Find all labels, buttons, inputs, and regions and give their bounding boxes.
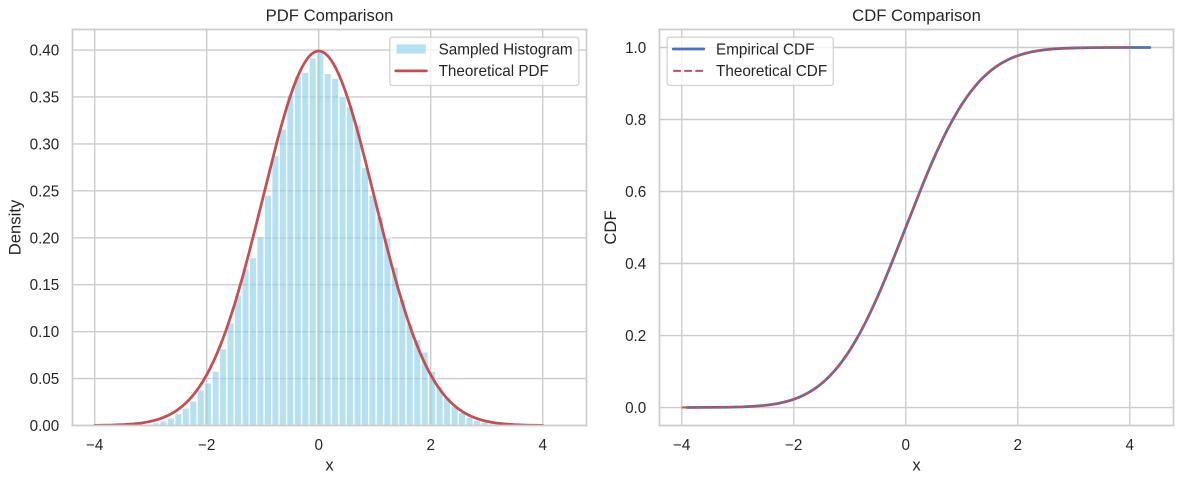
svg-text:x: x — [912, 456, 921, 475]
svg-text:0.05: 0.05 — [30, 371, 60, 388]
svg-text:2: 2 — [1013, 437, 1022, 454]
svg-text:0.25: 0.25 — [30, 183, 60, 200]
svg-text:−2: −2 — [785, 437, 802, 454]
svg-text:0.30: 0.30 — [30, 136, 60, 153]
svg-text:0.10: 0.10 — [30, 324, 60, 341]
svg-text:−4: −4 — [86, 437, 104, 454]
svg-text:0.8: 0.8 — [625, 112, 646, 129]
svg-text:0.40: 0.40 — [30, 43, 60, 60]
svg-text:0.15: 0.15 — [30, 277, 60, 294]
svg-text:0: 0 — [314, 437, 323, 454]
svg-text:Theoretical CDF: Theoretical CDF — [716, 63, 827, 80]
svg-text:Density: Density — [6, 199, 25, 255]
svg-text:−4: −4 — [673, 437, 691, 454]
svg-text:x: x — [325, 456, 334, 475]
svg-text:0.20: 0.20 — [30, 230, 60, 247]
svg-text:2: 2 — [426, 437, 435, 454]
svg-text:0.4: 0.4 — [625, 256, 647, 273]
svg-text:0.00: 0.00 — [30, 418, 60, 435]
svg-text:0.0: 0.0 — [625, 400, 646, 417]
svg-text:0.2: 0.2 — [625, 328, 646, 345]
svg-text:4: 4 — [538, 437, 547, 454]
svg-text:0: 0 — [901, 437, 910, 454]
svg-text:4: 4 — [1125, 437, 1134, 454]
svg-text:CDF Comparison: CDF Comparison — [852, 6, 981, 25]
svg-text:−2: −2 — [198, 437, 215, 454]
svg-text:0.35: 0.35 — [30, 90, 60, 107]
svg-text:Theoretical PDF: Theoretical PDF — [439, 63, 549, 80]
svg-text:Empirical CDF: Empirical CDF — [716, 41, 814, 58]
svg-text:Sampled Histogram: Sampled Histogram — [439, 41, 573, 58]
svg-text:0.6: 0.6 — [625, 184, 646, 201]
svg-text:CDF: CDF — [601, 210, 620, 244]
svg-text:PDF Comparison: PDF Comparison — [266, 6, 394, 25]
svg-text:1.0: 1.0 — [625, 40, 646, 57]
